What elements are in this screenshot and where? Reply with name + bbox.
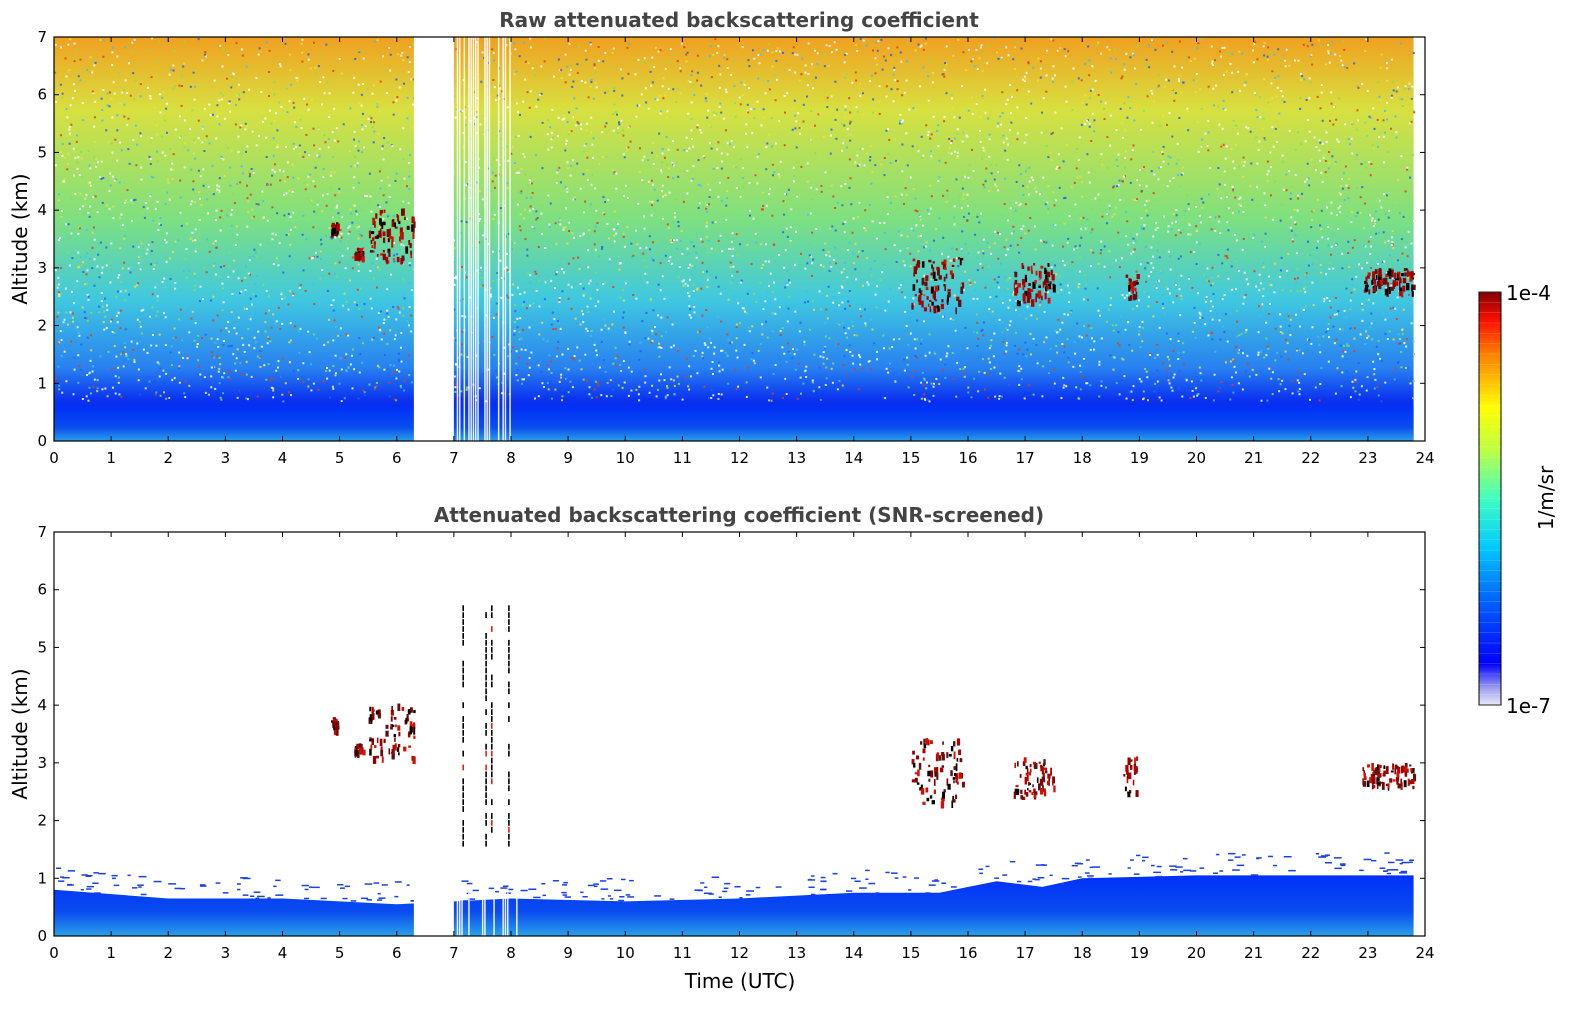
x-tick-label: 15 [901, 944, 920, 962]
cloud-layers [331, 703, 1417, 809]
y-tick-label: 3 [37, 259, 47, 277]
x-tick-label: 5 [335, 449, 345, 467]
x-tick-label: 22 [1301, 944, 1320, 962]
raw-heatmap-area [54, 37, 1416, 441]
y-tick-label: 5 [37, 143, 47, 161]
x-tick-label: 9 [563, 449, 573, 467]
x-tick-label: 2 [163, 449, 173, 467]
x-tick-label: 7 [449, 449, 459, 467]
x-tick-label: 13 [787, 944, 806, 962]
y-tick-label: 6 [37, 86, 47, 104]
x-tick-label: 22 [1301, 449, 1320, 467]
y-tick-label: 4 [37, 696, 47, 714]
x-tick-label: 21 [1244, 944, 1263, 962]
x-tick-label: 24 [1415, 944, 1434, 962]
y-tick-label: 1 [37, 374, 47, 392]
screened-panel-x-axis-label: Time (UTC) [684, 969, 796, 993]
y-tick-label: 7 [37, 28, 47, 46]
x-tick-label: 5 [335, 944, 345, 962]
y-tick-label: 5 [37, 638, 47, 656]
raw-signal-field [54, 37, 1414, 441]
x-tick-label: 24 [1415, 449, 1434, 467]
raw-panel-axes: 0 1 2 3 4 5 6 7 8 9 10 11 12 13 14 15 16 17 18 19 20 21 22 23 24… [37, 28, 1434, 467]
x-tick-label: 23 [1358, 449, 1377, 467]
x-tick-label: 4 [278, 449, 288, 467]
x-tick-label: 11 [673, 449, 692, 467]
x-tick-label: 3 [221, 449, 231, 467]
x-tick-label: 10 [616, 944, 635, 962]
data-gap [413, 532, 454, 936]
colorbar-max-label: 1e-4 [1506, 281, 1551, 305]
x-tick-label: 20 [1187, 449, 1206, 467]
x-tick-label: 0 [49, 449, 59, 467]
x-tick-label: 4 [278, 944, 288, 962]
x-tick-label: 8 [506, 944, 516, 962]
screened-boundary-layer [54, 875, 1414, 936]
raw-panel-y-axis-label: Altitude (km) [8, 173, 32, 304]
x-tick-label: 11 [673, 944, 692, 962]
screened-vertical-streaks [462, 605, 510, 847]
x-tick-label: 14 [844, 449, 863, 467]
x-tick-label: 10 [616, 449, 635, 467]
colorbar-ticks [1479, 291, 1501, 706]
screened-boundary-layer-edge [56, 852, 1414, 902]
x-tick-label: 1 [106, 944, 116, 962]
raw-boundary-layer [54, 406, 1414, 441]
y-tick-label: 4 [37, 201, 47, 219]
x-tick-label: 23 [1358, 944, 1377, 962]
x-tick-label: 3 [221, 944, 231, 962]
post-gap-stripes [456, 37, 511, 441]
x-tick-label: 14 [844, 944, 863, 962]
colorbar-unit-label: 1/m/sr [1534, 465, 1558, 530]
x-tick-label: 19 [1130, 449, 1149, 467]
y-tick-label: 7 [37, 523, 47, 541]
x-tick-label: 0 [49, 944, 59, 962]
x-tick-label: 20 [1187, 944, 1206, 962]
x-tick-label: 17 [1016, 944, 1035, 962]
raw-noise-speckle [54, 37, 1416, 403]
x-tick-label: 17 [1016, 449, 1035, 467]
x-tick-label: 18 [1073, 944, 1092, 962]
screened-heatmap-area [54, 532, 1417, 936]
y-tick-label: 1 [37, 869, 47, 887]
x-tick-label: 19 [1130, 944, 1149, 962]
cloud-layers [331, 208, 1416, 315]
x-tick-label: 6 [392, 944, 402, 962]
y-tick-label: 2 [37, 317, 47, 335]
x-tick-label: 16 [958, 449, 977, 467]
y-tick-label: 0 [37, 432, 47, 450]
x-tick-label: 12 [730, 449, 749, 467]
x-tick-label: 15 [901, 449, 920, 467]
raw-panel-title: Raw attenuated backscattering coefficien… [499, 8, 979, 32]
y-tick-label: 2 [37, 812, 47, 830]
x-tick-label: 6 [392, 449, 402, 467]
data-gap [413, 37, 454, 441]
raw-panel: Raw attenuated backscattering coefficien… [8, 8, 1435, 467]
x-tick-label: 16 [958, 944, 977, 962]
screened-panel-y-axis-label: Altitude (km) [8, 668, 32, 799]
y-tick-label: 0 [37, 927, 47, 945]
post-gap-stripes [456, 892, 518, 936]
x-tick-label: 1 [106, 449, 116, 467]
x-tick-label: 8 [506, 449, 516, 467]
y-tick-label: 3 [37, 754, 47, 772]
x-tick-label: 9 [563, 944, 573, 962]
x-tick-label: 21 [1244, 449, 1263, 467]
x-tick-label: 2 [163, 944, 173, 962]
x-tick-label: 7 [449, 944, 459, 962]
screened-panel: Attenuated backscattering coefficient (S… [8, 503, 1435, 993]
y-tick-label: 6 [37, 581, 47, 599]
x-tick-label: 18 [1073, 449, 1092, 467]
colorbar-min-label: 1e-7 [1506, 694, 1551, 718]
x-tick-label: 13 [787, 449, 806, 467]
screened-panel-axes: 0 1 2 3 4 5 6 7 8 9 10 11 12 13 14 15 16 17 18 19 20 21 22 23 24… [37, 523, 1434, 962]
x-tick-label: 12 [730, 944, 749, 962]
screened-panel-title: Attenuated backscattering coefficient (S… [434, 503, 1044, 527]
colorbar: 1e-4 1e-7 1/m/sr [1478, 281, 1558, 718]
